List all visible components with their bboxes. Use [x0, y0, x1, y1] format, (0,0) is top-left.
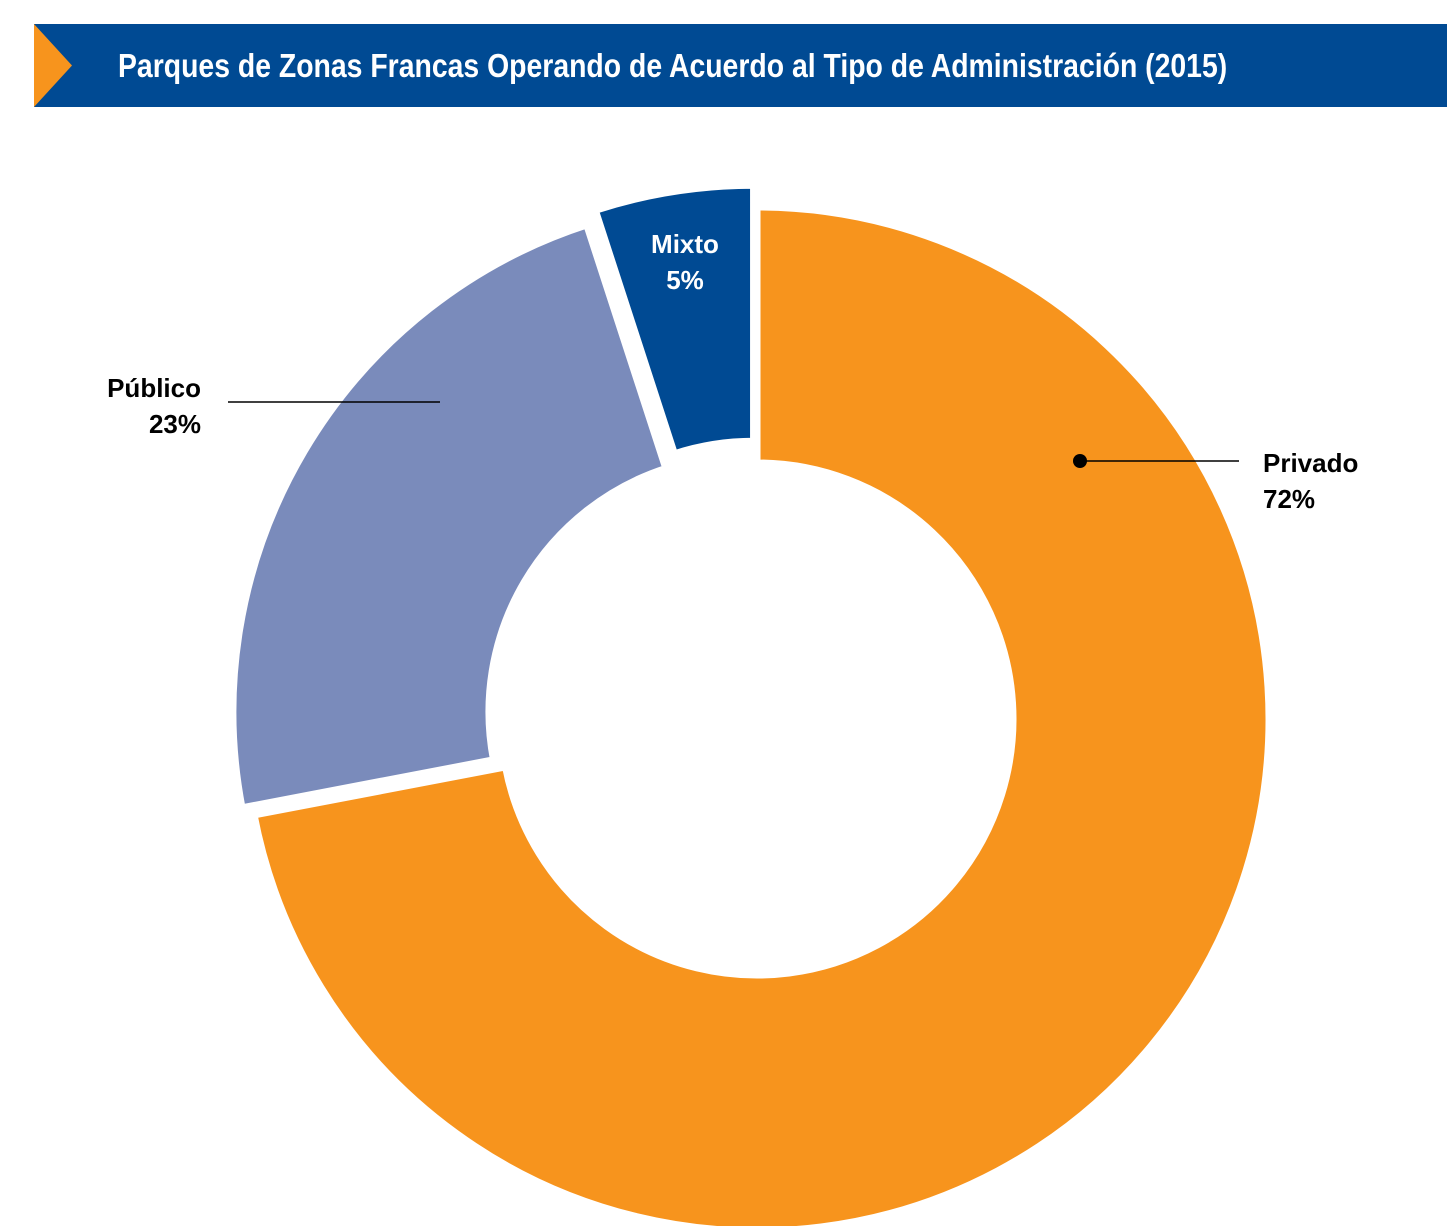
label-mixto-value: 5%	[666, 265, 704, 295]
slice-mixto	[590, 181, 758, 459]
label-privado-value: 72%	[1263, 484, 1315, 514]
label-mixto-name: Mixto	[651, 229, 719, 259]
slice-publico	[229, 220, 671, 812]
title-arrow-icon	[34, 24, 72, 107]
label-publico-name: Público	[107, 373, 201, 403]
label-publico-value: 23%	[149, 409, 201, 439]
leader-dot-privado	[1073, 454, 1087, 468]
slice-privado	[249, 203, 1273, 1226]
title-bar	[34, 24, 1447, 107]
chart-title: Parques de Zonas Francas Operando de Acu…	[118, 47, 1228, 84]
label-privado-name: Privado	[1263, 448, 1358, 478]
